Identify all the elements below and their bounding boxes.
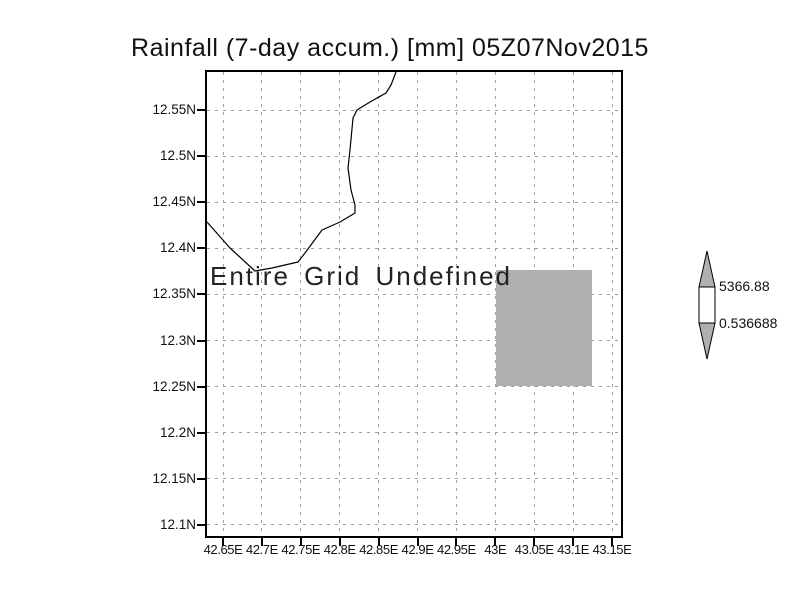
x-axis-tick [416,538,419,546]
x-axis-tick [494,538,497,546]
y-axis-tick [197,385,205,388]
y-tick-label: 12.25N [152,378,196,394]
x-tick-label: 42.7E [245,542,278,557]
y-axis-tick [197,477,205,480]
y-gridline [207,478,621,480]
x-tick-label: 43.1E [557,542,590,557]
x-tick-label: 43E [484,542,507,557]
x-gridline [300,72,302,536]
x-tick-label: 42.95E [436,542,476,557]
colorbar-up-arrow-icon [698,250,716,288]
x-axis-tick [572,538,575,546]
y-tick-label: 12.4N [159,240,196,256]
x-axis-tick [299,538,302,546]
coastline-path [206,71,397,272]
colorbar-down-arrow-icon [698,322,716,360]
x-gridline [261,72,263,536]
y-tick-label: 12.3N [159,332,196,348]
x-axis-tick [338,538,341,546]
x-gridline [494,72,496,536]
y-tick-label: 12.1N [159,516,196,532]
y-gridline [207,247,621,249]
colorbar [698,250,716,360]
coastline-map [206,71,397,272]
y-gridline [207,386,621,388]
x-tick-label: 43.05E [514,542,554,557]
x-gridline [417,72,418,536]
x-axis-tick [533,538,536,546]
y-axis-tick [197,247,205,250]
x-gridline [611,72,613,536]
x-tick-label: 42.85E [359,542,398,557]
y-gridline [207,201,621,203]
x-gridline [222,72,224,536]
x-tick-label: 43.15E [592,542,632,557]
x-gridline [339,72,341,536]
x-axis-tick [455,538,458,546]
y-tick-label: 12.2N [159,424,196,440]
y-gridline [207,109,621,111]
y-tick-label: 12.15N [152,470,196,486]
undefined-data-region [496,270,592,386]
y-axis-tick [197,293,205,296]
y-gridline [207,432,621,434]
x-axis-tick [260,538,263,546]
y-axis-tick [197,201,205,204]
x-tick-label: 42.65E [203,542,243,557]
colorbar-empty-box [698,286,716,324]
x-tick-label: 42.75E [281,542,321,557]
y-gridline [207,340,621,341]
y-axis-tick [197,523,205,526]
x-axis-tick [377,538,380,546]
x-axis-tick [611,538,613,546]
y-tick-label: 12.5N [159,148,196,164]
y-axis-tick [197,155,205,158]
y-gridline [207,293,621,295]
y-tick-label: 12.55N [152,102,196,117]
y-tick-label: 12.35N [152,286,196,302]
y-gridline [207,524,621,526]
y-axis-tick [197,431,205,434]
x-tick-label: 42.8E [323,542,356,557]
y-gridline [207,155,621,157]
colorbar-max-label: 5366.88 [719,278,770,294]
x-gridline [378,72,380,536]
colorbar-min-label: 0.536688 [719,315,778,331]
map-plot-area: Entire Grid Undefined [205,70,623,538]
y-tick-label: 12.45N [152,194,196,210]
undefined-grid-message: Entire Grid Undefined [210,261,513,291]
y-axis-tick [197,109,205,111]
x-axis-tick [222,538,224,546]
plot-title: Rainfall (7-day accum.) [mm] 05Z07Nov201… [131,34,649,62]
y-axis-tick [197,339,205,342]
x-tick-label: 42.9E [401,542,434,557]
x-gridline [455,72,457,536]
